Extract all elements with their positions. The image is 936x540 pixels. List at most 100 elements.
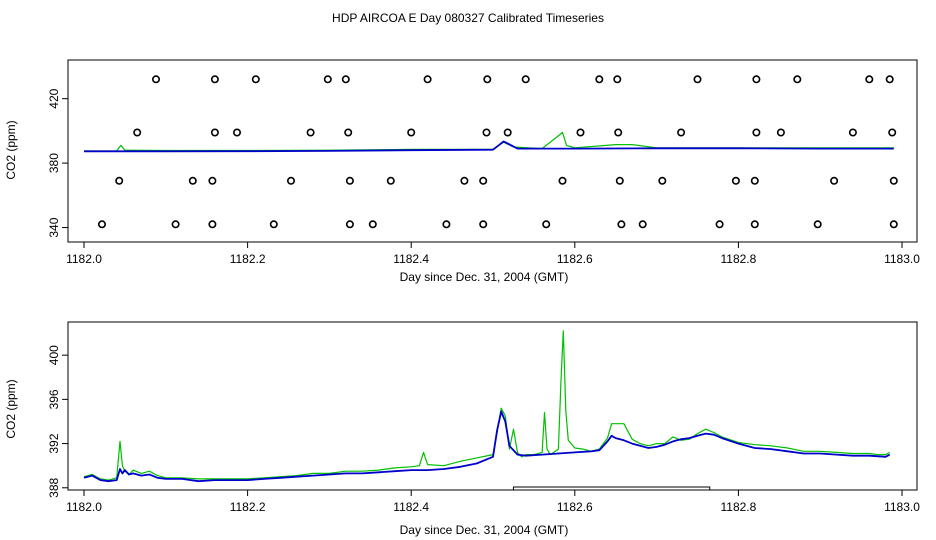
top-panel: 1182.0 1182.2 1182.4 1182.6 1182.8 1183.0 340… [4,59,920,284]
top-marker-point [460,176,469,185]
top-marker-point [386,176,395,185]
top-marker-point [423,75,432,84]
top-marker-point [479,176,488,185]
bottom-period-bracket [512,486,711,490]
top-x-axis: 1182.0 1182.2 1182.4 1182.6 1182.8 1183.0 [66,242,920,266]
top-marker-point [210,75,219,84]
top-marker-point [613,75,622,84]
top-y-tick-label: 340 [47,217,61,237]
top-x-tick-label: 1182.0 [66,252,102,266]
chart-title: HDP AIRCOA E Day 080327 Calibrated Times… [332,11,604,25]
top-marker-point [677,128,686,137]
top-y-axis-label: CO2 (ppm) [4,120,18,179]
top-marker-point [188,176,197,185]
top-marker-point [521,75,530,84]
top-marker-point [752,75,761,84]
bottom-y-tick-label: 392 [47,433,61,453]
bottom-y-axis: 388 392 396 400 [47,345,68,498]
top-marker-point [889,176,898,185]
top-marker-point [658,176,667,185]
top-marker-point [503,128,512,137]
top-marker-point [615,176,624,185]
top-marker-point [98,220,107,229]
top-marker-point [614,128,623,137]
top-y-tick-label: 420 [47,88,61,108]
bottom-x-tick-label: 1182.6 [557,500,593,514]
bottom-y-tick-label: 396 [47,389,61,409]
top-marker-point [133,128,142,137]
top-marker-point [885,75,894,84]
top-marker-point [208,176,217,185]
top-marker-point [210,128,219,137]
top-x-tick-label: 1183.0 [884,252,920,266]
bottom-x-tick-label: 1182.4 [393,500,429,514]
top-marker-point [345,176,354,185]
bottom-bracket-layer [512,486,711,490]
top-marker-point [638,220,647,229]
top-x-tick-label: 1182.6 [557,252,593,266]
top-marker-point [208,220,217,229]
top-marker-point [693,75,702,84]
bottom-y-axis-label: CO2 (ppm) [4,379,18,438]
bottom-x-axis-label: Day since Dec. 31, 2004 (GMT) [400,523,569,537]
top-marker-point [888,128,897,137]
top-marker-point [483,75,492,84]
top-marker-point [345,220,354,229]
top-series-layer [84,131,894,153]
top-marker-point [752,128,761,137]
bottom-y-tick-label: 388 [47,477,61,497]
top-marker-point [750,220,759,229]
top-marker-point [233,128,242,137]
bottom-series-blue-line [83,410,891,483]
top-marker-point [750,176,759,185]
top-marker-point [865,75,874,84]
top-marker-point [479,220,488,229]
bottom-x-axis: 1182.0 1182.2 1182.4 1182.6 1182.8 1183.0 [66,490,920,514]
top-markers-layer [98,75,898,229]
top-series-blue-line [84,140,894,153]
top-marker-point [715,220,724,229]
top-marker-point [269,220,278,229]
top-marker-point [368,220,377,229]
top-marker-point [558,176,567,185]
bottom-series-green-line [83,330,890,481]
bottom-x-tick-label: 1182.8 [720,500,756,514]
bottom-x-tick-label: 1182.0 [66,500,102,514]
top-marker-point [152,75,161,84]
bottom-plot-frame [67,321,918,491]
top-x-tick-label: 1182.8 [720,252,756,266]
top-marker-point [576,128,585,137]
top-marker-point [323,75,332,84]
bottom-x-tick-label: 1183.0 [884,500,920,514]
top-x-tick-label: 1182.2 [230,252,266,266]
top-marker-point [731,176,740,185]
top-marker-point [793,75,802,84]
top-marker-point [115,176,124,185]
bottom-series-layer [83,330,891,483]
top-marker-point [813,220,822,229]
top-x-tick-label: 1182.4 [393,252,429,266]
bottom-panel: 1182.0 1182.2 1182.4 1182.6 1182.8 1183.0 388… [4,321,920,537]
top-marker-point [286,176,295,185]
top-marker-point [830,176,839,185]
top-marker-point [542,220,551,229]
top-marker-point [341,75,350,84]
top-marker-point [889,220,898,229]
bottom-x-tick-label: 1182.2 [230,500,266,514]
top-marker-point [344,128,353,137]
top-marker-point [595,75,604,84]
top-marker-point [617,220,626,229]
top-plot-frame [67,59,918,243]
bottom-y-tick-label: 400 [47,345,61,365]
top-marker-point [306,128,315,137]
top-marker-point [482,128,491,137]
top-marker-point [407,128,416,137]
top-x-axis-label: Day since Dec. 31, 2004 (GMT) [400,270,569,284]
top-marker-point [848,128,857,137]
top-marker-point [442,220,451,229]
top-y-axis: 340 380 420 [47,88,68,238]
top-marker-point [776,128,785,137]
top-marker-point [171,220,180,229]
top-marker-point [251,75,260,84]
